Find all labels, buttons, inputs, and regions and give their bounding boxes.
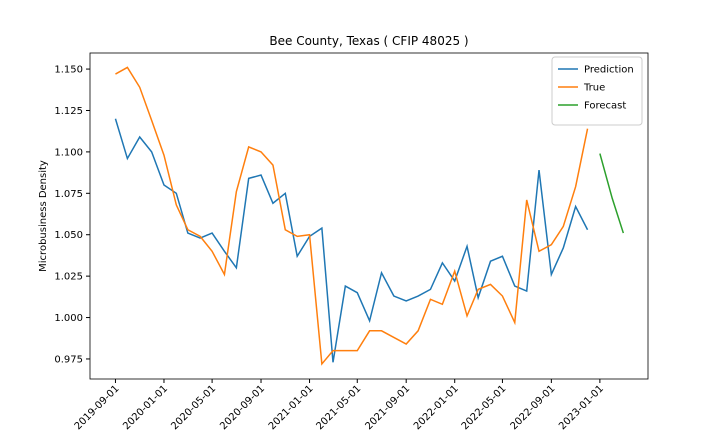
legend-box bbox=[551, 56, 643, 126]
series-line bbox=[115, 66, 589, 366]
y-tick-label: 1.125 bbox=[54, 106, 83, 117]
chart-title: Bee County, Texas ( CFIP 48025 ) bbox=[269, 34, 468, 48]
plot-frame bbox=[89, 52, 649, 380]
y-tick-label: 0.975 bbox=[54, 354, 83, 365]
legend-label: Forecast bbox=[584, 101, 626, 112]
y-tick-label: 1.150 bbox=[54, 65, 83, 76]
y-tick-label: 1.050 bbox=[54, 230, 83, 241]
series-line bbox=[114, 118, 589, 363]
y-tick-label: 1.000 bbox=[54, 313, 83, 324]
legend-label: Prediction bbox=[584, 65, 634, 76]
y-tick-label: 1.025 bbox=[54, 272, 83, 283]
y-tick-label: 1.100 bbox=[54, 147, 83, 158]
legend-label: True bbox=[583, 83, 605, 94]
series-line bbox=[599, 153, 625, 234]
y-axis-label: Microbusiness Density bbox=[38, 160, 49, 272]
y-tick-label: 1.075 bbox=[54, 189, 83, 200]
